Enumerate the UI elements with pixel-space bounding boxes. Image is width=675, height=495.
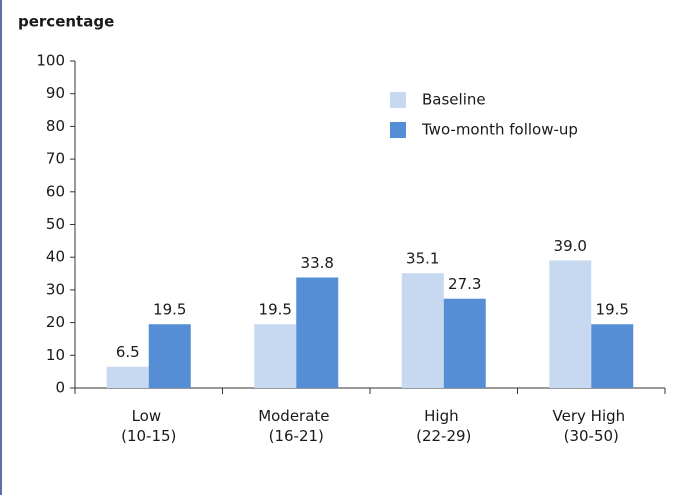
value-label: 6.5 [116,343,140,361]
bar [401,273,444,388]
x-tick-line: (10-15) [121,427,176,445]
x-tick-label: Very High (30-50) [553,407,630,445]
legend-swatch [390,92,406,108]
y-tick-label: 0 [55,379,65,397]
y-tick-label: 20 [46,313,65,331]
value-label: 19.5 [259,301,292,319]
bar [591,324,634,388]
y-tick-label: 90 [46,84,65,102]
x-tick-line: Very High [553,407,630,425]
y-tick-label: 70 [46,150,65,168]
bar [148,324,191,388]
x-tick-line: Moderate [258,407,334,425]
value-label: 33.8 [301,254,334,272]
x-tick-label: Moderate (16-21) [258,407,334,445]
bar [549,260,592,388]
bar [296,277,339,388]
bar [443,298,486,388]
y-tick-label: 80 [46,117,65,135]
x-tick-line: (16-21) [269,427,324,445]
value-label: 27.3 [448,275,481,293]
bar [106,366,149,388]
y-tick-label: 100 [36,52,65,70]
value-label: 39.0 [554,237,587,255]
x-tick-line: (30-50) [564,427,619,445]
legend-label: Two-month follow-up [421,121,578,139]
legend-swatch [390,122,406,138]
x-tick-line: High [424,407,463,425]
value-label: 19.5 [153,301,186,319]
y-tick-label: 40 [46,248,65,266]
y-axis-title: percentage [18,13,114,31]
x-tick-line: Low [132,407,166,425]
y-tick-label: 10 [46,346,65,364]
y-tick-label: 50 [46,215,65,233]
value-label: 19.5 [596,301,629,319]
y-tick-label: 60 [46,182,65,200]
y-tick-label: 30 [46,280,65,298]
value-label: 35.1 [406,250,439,268]
x-tick-label: High (22-29) [416,407,471,445]
x-tick-label: Low (10-15) [121,407,176,445]
legend-label: Baseline [422,91,486,109]
bar [254,324,297,388]
x-tick-line: (22-29) [416,427,471,445]
